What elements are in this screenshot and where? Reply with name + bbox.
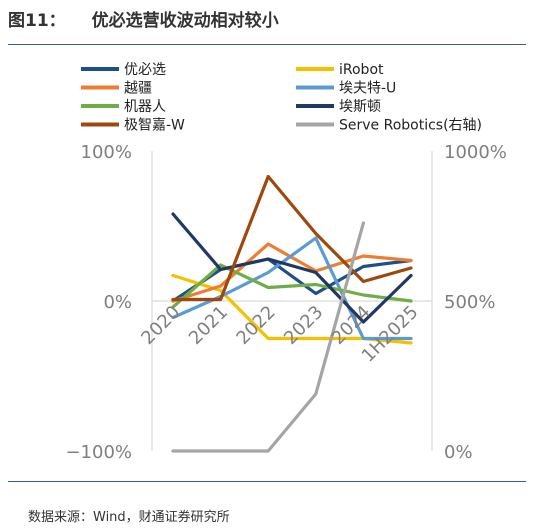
legend-label: 优必选: [124, 62, 166, 78]
left-y-tick-label: −100%: [65, 442, 132, 463]
left-y-tick-label: 0%: [103, 292, 132, 313]
figure-title-text: 优必选营收波动相对较小: [91, 11, 279, 31]
series-line: [171, 212, 413, 324]
legend-label: 埃夫特-U: [339, 81, 396, 97]
right-y-tick-label: 1000%: [444, 142, 507, 163]
series-line: [171, 242, 413, 303]
bottom-rule: [8, 481, 526, 482]
right-y-tick-label: 0%: [444, 442, 473, 463]
x-tick-label: 2020: [137, 302, 184, 349]
legend-label: 埃斯顿: [339, 99, 381, 115]
legend-label: 越疆: [124, 81, 152, 97]
series-lines: [171, 174, 413, 453]
source-note: 数据来源：Wind，财通证券研究所: [28, 510, 230, 525]
legend-label: 机器人: [124, 99, 166, 115]
legend-label: Serve Robotics(右轴): [339, 118, 482, 134]
axes: −100% 0% 100% 0% 500% 1000%: [65, 142, 506, 463]
legend-label: iRobot: [339, 62, 384, 78]
legend-label: 极智嘉-W: [124, 118, 185, 134]
figure-title: 图11： 优必选营收波动相对较小: [8, 6, 279, 31]
series-line: [171, 263, 413, 309]
left-y-tick-label: 100%: [81, 142, 132, 163]
right-y-tick-label: 500%: [444, 292, 495, 313]
x-tick-label: 2023: [280, 302, 327, 349]
series-line: [171, 174, 413, 302]
series-line: [171, 221, 365, 453]
figure-number: 图11：: [8, 11, 66, 31]
top-rule: [8, 44, 526, 45]
series-line: [171, 257, 413, 303]
